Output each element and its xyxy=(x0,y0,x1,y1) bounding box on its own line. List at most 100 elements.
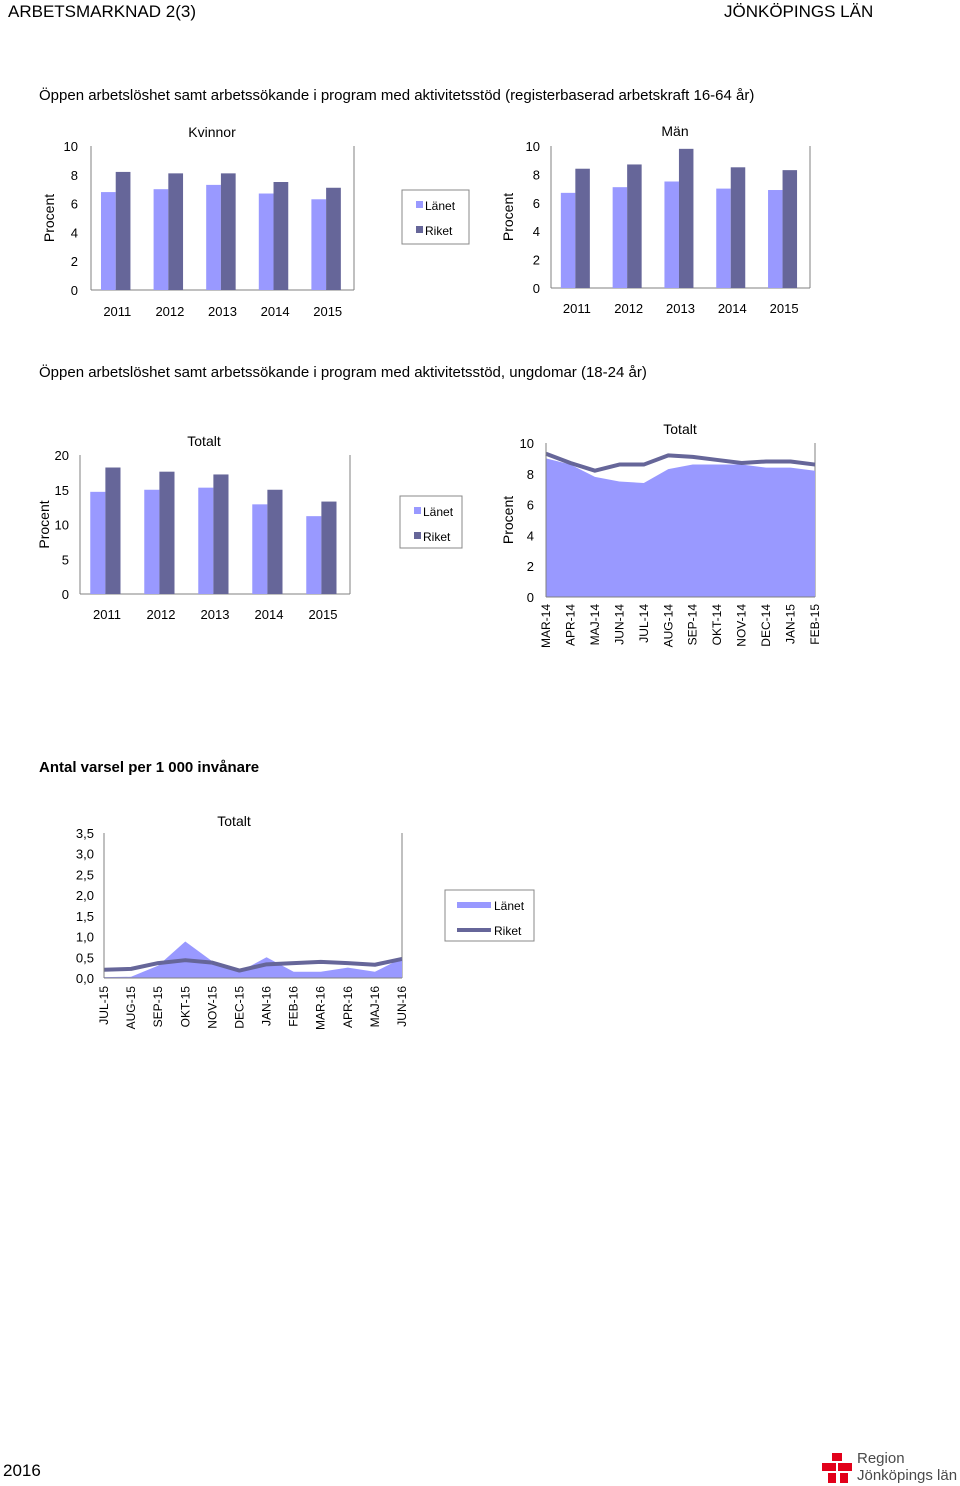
y-tick-label: 5 xyxy=(62,552,69,567)
bar-riket xyxy=(782,170,798,288)
bar-lanet xyxy=(252,504,268,594)
y-tick-label: 20 xyxy=(55,448,69,463)
x-tick-label: 2015 xyxy=(770,301,799,316)
bar-lanet xyxy=(153,189,169,290)
bar-lanet xyxy=(560,192,576,288)
y-tick-label: 2 xyxy=(71,254,78,269)
legend-label: Länet xyxy=(423,505,454,519)
x-tick-label: APR-14 xyxy=(563,604,577,646)
legend-swatch-lanet xyxy=(457,902,491,908)
y-tick-label: 6 xyxy=(527,498,534,513)
y-tick-label: 4 xyxy=(533,224,540,239)
x-tick-label: JAN-16 xyxy=(260,986,274,1026)
bar-lanet xyxy=(198,487,214,594)
y-tick-label: 2 xyxy=(527,559,534,574)
x-tick-label: AUG-14 xyxy=(661,604,675,648)
x-tick-label: JUN-16 xyxy=(395,986,409,1027)
logo-line-1: Region xyxy=(857,1450,905,1467)
x-tick-label: SEP-14 xyxy=(686,604,700,646)
y-tick-label: 4 xyxy=(71,225,78,240)
bar-lanet xyxy=(206,184,221,290)
bar-riket xyxy=(213,474,229,594)
y-tick-label: 0 xyxy=(62,587,69,602)
bar-riket xyxy=(575,168,590,288)
y-tick-label: 8 xyxy=(71,168,78,183)
report-section-label: ARBETSMARKNAD 2(3) xyxy=(8,2,196,21)
bar-riket xyxy=(321,501,337,594)
y-tick-label: 3,5 xyxy=(76,826,94,841)
bar-riket xyxy=(326,187,341,290)
bar-lanet xyxy=(716,188,731,288)
x-tick-label: FEB-15 xyxy=(808,604,822,645)
chart-title: Män xyxy=(661,123,688,139)
y-tick-label: 3,0 xyxy=(76,847,94,862)
x-tick-label: 2014 xyxy=(718,301,747,316)
x-tick-label: JUN-14 xyxy=(612,604,626,645)
line-riket xyxy=(545,451,816,473)
x-tick-label: OKT-15 xyxy=(178,986,192,1028)
bar-riket xyxy=(267,489,283,594)
x-tick-label: DEC-15 xyxy=(232,986,246,1029)
area-lanet xyxy=(104,941,402,978)
region-label: JÖNKÖPINGS LÄN xyxy=(724,2,874,21)
y-tick-label: 0,0 xyxy=(76,971,94,986)
bar-riket xyxy=(168,173,184,290)
x-tick-label: MAR-16 xyxy=(314,986,328,1030)
chart-title: Totalt xyxy=(663,421,697,437)
x-tick-label: JUL-14 xyxy=(637,604,651,643)
bar-riket xyxy=(159,471,175,594)
legend-box xyxy=(444,889,535,942)
legend-swatch-riket xyxy=(416,226,423,233)
y-tick-label: 10 xyxy=(55,518,69,533)
bar-lanet xyxy=(90,491,106,594)
x-tick-label: 2013 xyxy=(201,607,230,622)
area-lanet xyxy=(546,458,815,597)
y-tick-label: 8 xyxy=(527,467,534,482)
legend-label: Riket xyxy=(425,224,453,238)
y-tick-label: 15 xyxy=(55,483,69,498)
y-tick-label: 8 xyxy=(533,167,540,182)
x-tick-label: NOV-15 xyxy=(205,986,219,1029)
bar-lanet xyxy=(768,190,783,288)
bar-lanet xyxy=(100,192,116,290)
y-tick-label: 10 xyxy=(526,139,540,154)
x-tick-label: 2015 xyxy=(313,304,342,319)
bar-riket xyxy=(273,182,289,290)
legend-label: Riket xyxy=(494,924,522,938)
y-tick-label: 10 xyxy=(520,436,534,451)
y-axis-label: Procent xyxy=(500,496,516,544)
y-tick-label: 6 xyxy=(533,196,540,211)
x-tick-label: NOV-14 xyxy=(735,604,749,647)
x-tick-label: OKT-14 xyxy=(710,604,724,646)
x-tick-label: 2011 xyxy=(563,301,591,316)
bar-riket xyxy=(678,148,694,288)
legend-label: Riket xyxy=(423,530,451,544)
bar-riket xyxy=(105,467,121,594)
legend-label: Länet xyxy=(494,899,525,913)
x-tick-label: MAR-14 xyxy=(539,604,553,648)
x-tick-label: JAN-15 xyxy=(784,604,798,644)
y-tick-label: 2,5 xyxy=(76,867,94,882)
chart-title: Kvinnor xyxy=(188,124,236,140)
bar-lanet xyxy=(144,489,160,594)
y-tick-label: 0 xyxy=(527,590,534,605)
x-tick-label: 2013 xyxy=(208,304,237,319)
legend-box xyxy=(401,189,470,245)
x-tick-label: APR-16 xyxy=(341,986,355,1028)
bar-lanet xyxy=(612,187,628,288)
x-tick-label: 2012 xyxy=(155,304,184,319)
section-title-youth: Öppen arbetslöshet samt arbetssökande i … xyxy=(39,364,647,381)
x-tick-label: 2015 xyxy=(309,607,338,622)
chart-title: Totalt xyxy=(217,813,251,829)
y-tick-label: 0,5 xyxy=(76,950,94,965)
x-tick-label: JUL-15 xyxy=(97,986,111,1025)
logo-line-2: Jönköpings län xyxy=(857,1467,958,1484)
y-axis-label: Procent xyxy=(500,193,516,241)
legend-label: Länet xyxy=(425,199,456,213)
bar-riket xyxy=(115,171,131,290)
y-tick-label: 0 xyxy=(71,283,78,298)
legend-swatch-lanet xyxy=(416,201,423,208)
y-tick-label: 2,0 xyxy=(76,888,94,903)
bar-lanet xyxy=(664,181,679,288)
y-tick-label: 2 xyxy=(533,253,540,268)
